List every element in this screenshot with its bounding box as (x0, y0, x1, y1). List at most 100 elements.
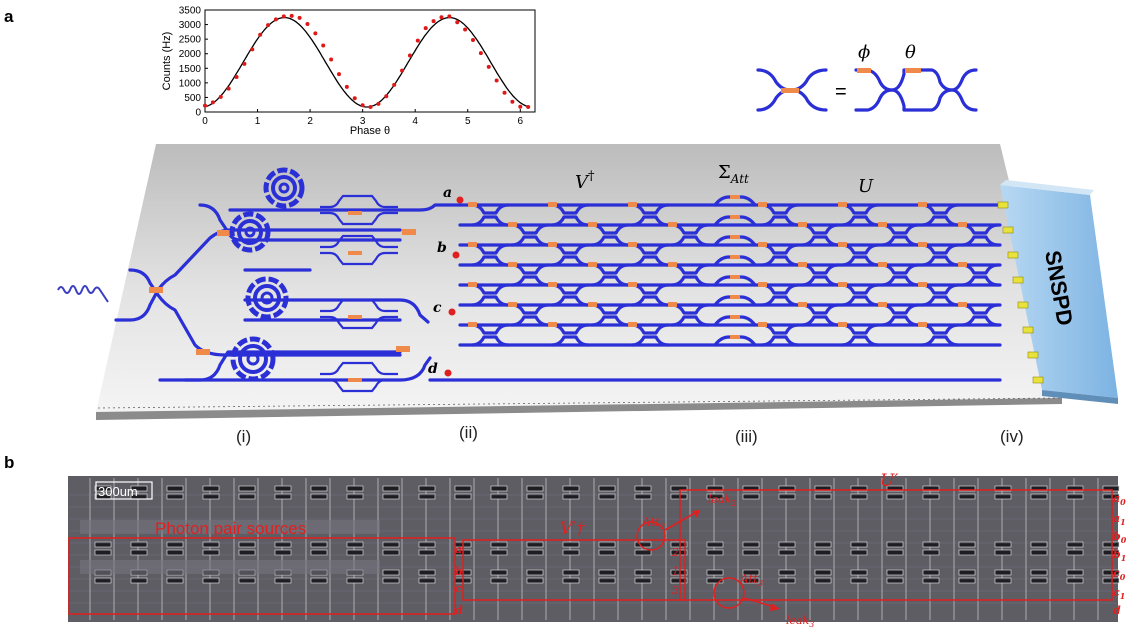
micro-heater-pad (310, 485, 328, 492)
port-index: 1 (1120, 591, 1126, 601)
coupler-arm (670, 275, 710, 287)
data-point (313, 31, 318, 36)
mesh-heater (758, 282, 767, 287)
v-dagger-label: V† (575, 169, 595, 193)
phi-label: ϕ (858, 42, 870, 63)
micro-heater-pad (166, 541, 184, 548)
micro-heater-pad (598, 569, 616, 576)
attenuator-heater (730, 275, 740, 279)
mesh-heater (758, 202, 767, 207)
micro-heater-pad (598, 485, 616, 492)
micro-heater-pad (922, 569, 940, 576)
spiral-ring (253, 284, 281, 312)
micro-heater-pad (418, 577, 436, 584)
micro-heater-pad (958, 541, 976, 548)
mesh-heater (918, 242, 927, 247)
micro-heater-pad (94, 485, 112, 492)
data-point (360, 103, 365, 108)
data-point (344, 84, 349, 89)
port-letter: b (1113, 548, 1121, 561)
spiral-ring (244, 226, 256, 238)
mzi-waveguide-bottom (854, 88, 978, 112)
dc-heater (781, 88, 799, 93)
mesh-heater (918, 322, 927, 327)
micro-heater-pad (526, 493, 544, 500)
port-letter: b (1113, 530, 1121, 543)
x-tick-label: 5 (465, 116, 471, 127)
micro-heater-pad (562, 541, 580, 548)
data-point (210, 100, 215, 105)
snspd-pad (1032, 376, 1044, 384)
attenuator-heater (730, 195, 740, 199)
micro-heater-pad (526, 541, 544, 548)
coupler-arm (880, 315, 920, 327)
mesh-heater (588, 302, 597, 307)
data-point (384, 94, 389, 99)
stage-ii-label: (ii) (459, 423, 478, 442)
coupler-arm (510, 275, 550, 287)
node-b-label: b (437, 240, 447, 256)
snspd-pads (997, 201, 1044, 384)
micro-heater-pad (202, 577, 220, 584)
micro-heater-pad (490, 485, 508, 492)
micro-heater-pad (94, 541, 112, 548)
mzi-waveguide-top (854, 68, 978, 92)
mzi-equivalence: = ϕ θ (756, 42, 978, 112)
attenuator-heater (730, 255, 740, 259)
micro-heater-pad (382, 569, 400, 576)
data-point (502, 90, 507, 95)
micro-heater-pad (166, 577, 184, 584)
data-point (203, 103, 207, 108)
mesh-heater (628, 322, 637, 327)
data-point (447, 14, 452, 19)
snspd-face (1000, 185, 1118, 398)
micro-heater-pad (1066, 549, 1084, 556)
stage-iii-label: (iii) (735, 427, 758, 446)
coupler-arm (960, 275, 1000, 287)
y-tick-label: 1000 (179, 78, 202, 89)
node-b-dot (452, 251, 460, 259)
micro-heater-pad (274, 485, 292, 492)
attenuator-heater (730, 235, 740, 239)
filter-arm-bottom (320, 378, 398, 393)
attenuator-heater (730, 315, 740, 319)
coupler-arm (920, 295, 960, 307)
micro-heater-pad (94, 577, 112, 584)
micro-heater-pad (418, 549, 436, 556)
scale-bar-box (95, 481, 153, 500)
micro-heater-pad (706, 549, 724, 556)
att2-label: Att2 (641, 515, 665, 531)
micro-heater-pad (310, 549, 328, 556)
data-point (463, 27, 468, 32)
spiral-1 (263, 167, 305, 209)
mesh-heater (668, 222, 677, 227)
micro-heater-pad (778, 485, 796, 492)
micro-heater-pad (598, 577, 616, 584)
filter-heater (348, 251, 362, 255)
coupler-arm (470, 255, 510, 267)
micro-heater-pad (490, 577, 508, 584)
micro-heater-pad (742, 541, 760, 548)
theta-label: θ (905, 42, 916, 63)
micro-heater-pad (886, 549, 904, 556)
filter-arm-bottom (320, 251, 398, 266)
chip-micrograph: 300um Photon pair sources V′† U′ Att2 le… (68, 471, 1126, 628)
micro-heater-pad (238, 493, 256, 500)
micro-heater-pad (706, 541, 724, 548)
coupler-arm (470, 215, 510, 227)
micro-heater-pad (1030, 493, 1048, 500)
mesh-heater (878, 222, 887, 227)
micro-heater-pad (418, 569, 436, 576)
port-right-label: d (1113, 604, 1121, 617)
filter-arm-bottom (320, 211, 398, 226)
mesh-heater (628, 202, 637, 207)
micro-heater-pad (814, 493, 832, 500)
coupler-arm (590, 275, 630, 287)
micro-heater-pad (526, 549, 544, 556)
data-point (455, 20, 460, 25)
data-point (273, 17, 278, 22)
data-point (494, 78, 499, 83)
micro-heater-pad (526, 485, 544, 492)
data-point (526, 105, 531, 110)
micro-heater-pad (994, 493, 1012, 500)
